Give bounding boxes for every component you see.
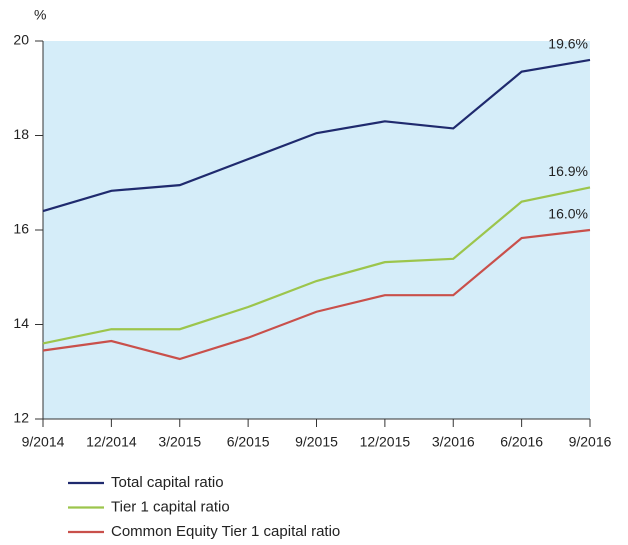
value-label: 16.0%	[548, 206, 588, 222]
unit-label: %	[34, 7, 46, 23]
y-tick-label: 18	[13, 126, 29, 142]
x-tick-label: 6/2016	[500, 434, 543, 450]
legend-label: Tier 1 capital ratio	[111, 498, 230, 515]
x-tick-label: 6/2015	[227, 434, 270, 450]
x-tick-label: 9/2014	[22, 434, 65, 450]
plot-background	[43, 41, 590, 419]
x-tick-label: 12/2015	[360, 434, 411, 450]
y-tick-label: 20	[13, 32, 29, 48]
x-tick-label: 9/2015	[295, 434, 338, 450]
series-line	[42, 58, 591, 213]
value-label: 19.6%	[548, 36, 588, 52]
series-line	[42, 186, 591, 345]
legend-item: Tier 1 capital ratio	[68, 498, 230, 515]
value-label: 16.9%	[548, 163, 588, 179]
y-tick-label: 12	[13, 410, 29, 426]
y-tick-label: 16	[13, 221, 29, 237]
x-tick-label: 12/2014	[86, 434, 137, 450]
legend-item: Total capital ratio	[68, 474, 224, 491]
legend-label: Common Equity Tier 1 capital ratio	[111, 523, 340, 540]
legend-label: Total capital ratio	[111, 474, 224, 491]
series-line	[42, 228, 591, 361]
x-tick-label: 3/2015	[158, 434, 201, 450]
x-tick-label: 9/2016	[569, 434, 612, 450]
x-tick-label: 3/2016	[432, 434, 475, 450]
legend-item: Common Equity Tier 1 capital ratio	[68, 523, 340, 540]
y-tick-label: 14	[13, 315, 29, 331]
